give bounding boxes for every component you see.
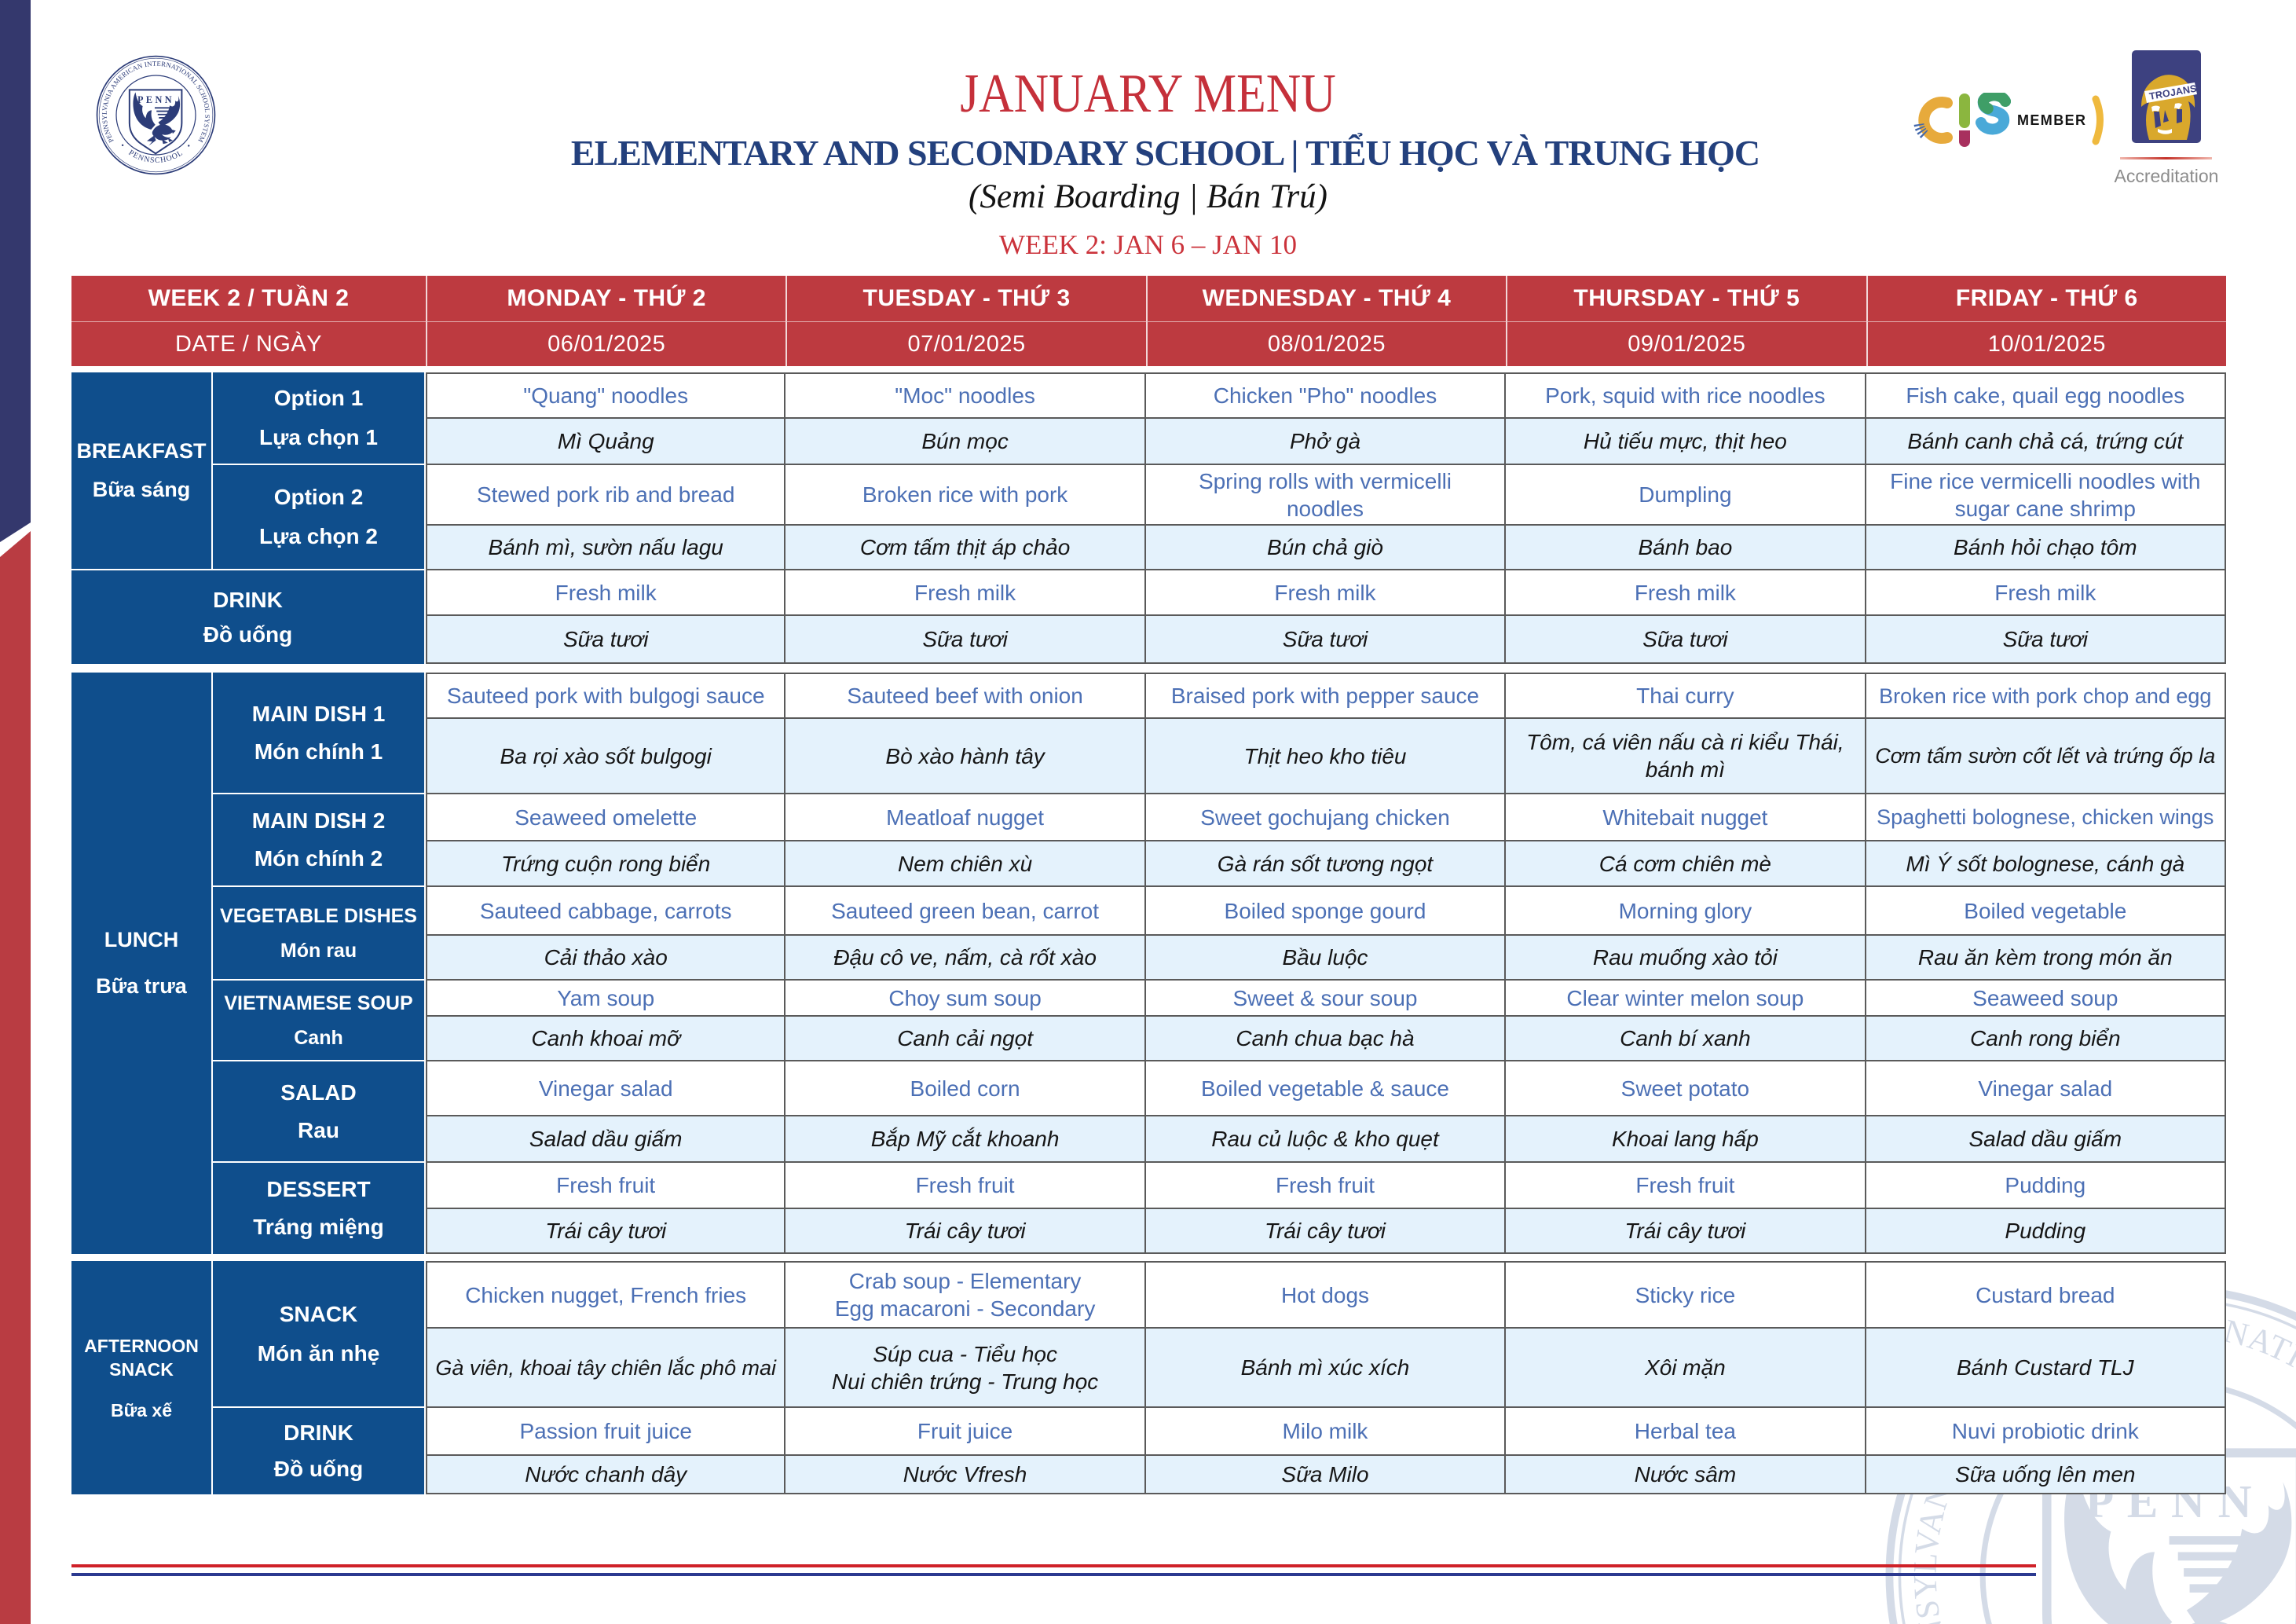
svg-text:MEMBER: MEMBER bbox=[2017, 112, 2086, 128]
svg-text:PENN: PENN bbox=[137, 94, 174, 105]
svg-text:Accreditation: Accreditation bbox=[2115, 166, 2219, 186]
